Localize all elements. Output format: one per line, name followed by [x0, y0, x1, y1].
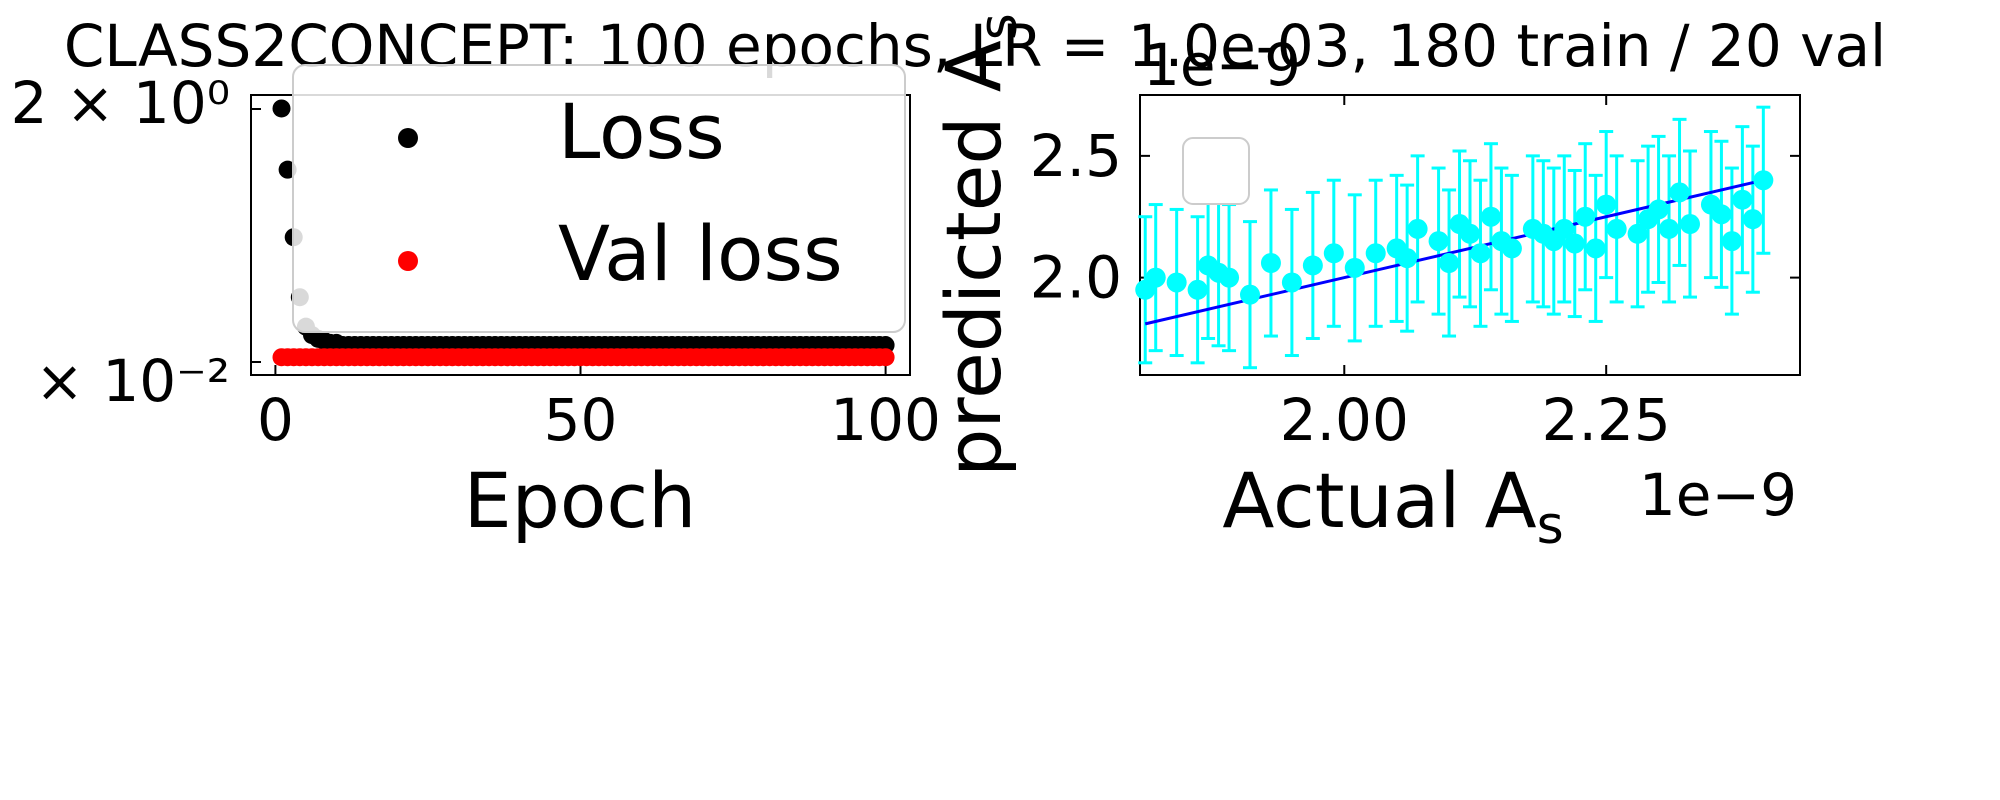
pred-legend-box: [1182, 137, 1250, 205]
pred-x-label: Actual As: [1222, 456, 1563, 556]
pred-point: [1281, 272, 1302, 293]
legend-val-loss-marker: [398, 251, 418, 271]
prediction-chart: 1e−9 predicted As 2.0 2.5 2.00 2.25 Actual…: [929, 13, 1801, 556]
loss-x-ticks: 0 50 100: [257, 365, 941, 454]
pred-point: [1501, 238, 1522, 259]
legend-val-loss-label: Val loss: [558, 209, 843, 298]
val-loss-point: [876, 348, 895, 367]
pred-y-ticks: 2.0 2.5: [1030, 122, 1800, 312]
pred-point: [1554, 218, 1575, 239]
pred-point: [1721, 231, 1742, 252]
loss-legend-box: [292, 64, 906, 333]
pred-point: [1470, 243, 1491, 264]
pred-point: [1187, 279, 1208, 300]
pred-point: [1732, 189, 1753, 210]
pred-point: [1145, 267, 1166, 288]
pred-xtick-label: 2.00: [1280, 386, 1409, 454]
pred-x-offset-label: 1e−9: [1639, 461, 1797, 529]
loss-point: [272, 99, 291, 118]
loss-x-label: Epoch: [464, 456, 697, 545]
loss-ytick-top: 2 × 10⁰: [11, 69, 230, 137]
loss-xtick-label: 50: [544, 386, 618, 454]
pred-point: [1302, 255, 1323, 276]
pred-point: [1365, 243, 1386, 264]
pred-point: [1344, 257, 1365, 278]
pred-point: [1219, 267, 1240, 288]
pred-xtick-label: 2.25: [1542, 386, 1671, 454]
pred-x-ticks: 2.00 2.25: [1280, 95, 1671, 454]
loss-xtick-label: 100: [830, 386, 941, 454]
pred-point: [1166, 272, 1187, 293]
pred-point: [1585, 238, 1606, 259]
pred-point: [1428, 231, 1449, 252]
pred-points: [1135, 170, 1774, 305]
pred-y-offset-label: 1e−9: [1143, 31, 1301, 99]
pred-point: [1680, 214, 1700, 235]
pred-point: [1460, 223, 1480, 244]
pred-point: [1669, 182, 1690, 203]
pred-point: [1742, 209, 1763, 230]
loss-xtick-label: 0: [257, 386, 294, 454]
pred-point: [1439, 253, 1460, 273]
loss-chart: 0 50 100 2 × 10⁰ × 10⁻² Epoch Loss Val los…: [11, 64, 941, 545]
pred-ytick-label: 2.5: [1030, 122, 1122, 190]
pred-point: [1659, 218, 1680, 239]
legend-loss-marker: [398, 128, 418, 148]
pred-point: [1575, 206, 1596, 227]
pred-point: [1606, 218, 1627, 239]
pred-point: [1596, 194, 1617, 215]
pred-point: [1240, 284, 1260, 305]
loss-ytick-bottom: × 10⁻²: [35, 347, 230, 415]
pred-ytick-label: 2.0: [1030, 244, 1122, 312]
pred-point: [1711, 204, 1732, 225]
pred-axes-frame: [1139, 94, 1801, 376]
pred-point: [1564, 233, 1585, 254]
pred-point: [1627, 223, 1648, 244]
pred-point: [1323, 243, 1344, 264]
pred-point: [1648, 199, 1669, 220]
loss-legend: Loss Val loss: [292, 64, 906, 333]
pred-point: [1407, 218, 1428, 239]
pred-point: [1397, 248, 1418, 269]
legend-loss-label: Loss: [558, 87, 725, 176]
pred-point: [1753, 170, 1774, 191]
pred-y-label: predicted As: [929, 13, 1029, 477]
pred-point: [1260, 253, 1281, 273]
pred-point: [1480, 206, 1501, 227]
